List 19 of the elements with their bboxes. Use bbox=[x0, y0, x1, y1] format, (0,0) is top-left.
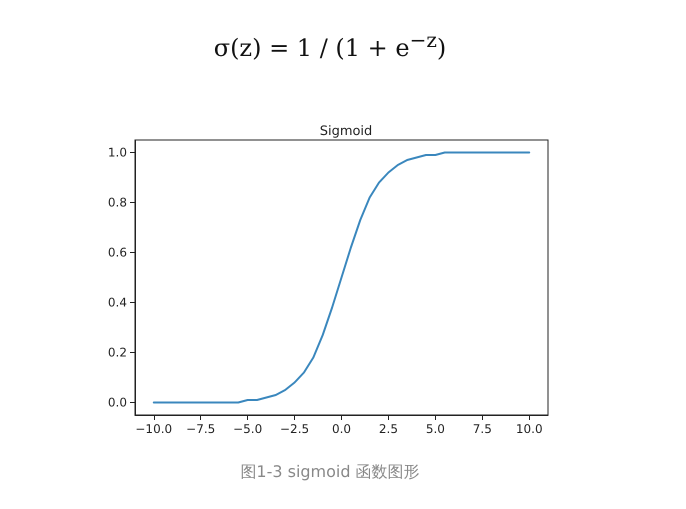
x-tick-label: 2.5 bbox=[378, 422, 398, 436]
y-tick-label: 1.0 bbox=[108, 146, 127, 160]
x-tick-label: 5.0 bbox=[426, 422, 445, 436]
chart-title: Sigmoid bbox=[320, 124, 372, 139]
y-tick-label: 0.4 bbox=[108, 296, 127, 310]
y-tick-label: 0.6 bbox=[108, 246, 127, 260]
text: σ(z) = 1 / (1 + e$^{−z}$) bbox=[212, 28, 448, 62]
line-series bbox=[152, 152, 530, 404]
x-tick-label: 10.0 bbox=[516, 422, 543, 436]
y-tick-label: 0.2 bbox=[108, 346, 127, 360]
y-tick-label: 0.8 bbox=[108, 196, 127, 210]
x-tick-label: −7.5 bbox=[186, 422, 216, 436]
x-tick-label: −5.0 bbox=[233, 422, 262, 436]
x-tick-label: 7.5 bbox=[472, 422, 492, 436]
x-tick-label: −10.0 bbox=[135, 422, 172, 436]
caption: 图1-3 sigmoid 函数图形 bbox=[239, 462, 421, 483]
x-tick-label: 0.0 bbox=[332, 422, 352, 436]
y-tick-label: 0.0 bbox=[108, 396, 127, 410]
x-tick-label: −2.5 bbox=[280, 422, 310, 436]
